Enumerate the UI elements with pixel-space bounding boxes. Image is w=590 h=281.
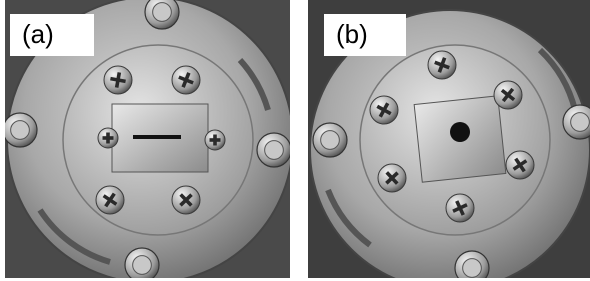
bolt-head: [11, 121, 30, 140]
bolt-head: [153, 3, 172, 22]
bolt-head: [321, 131, 340, 150]
figure: (a) (b): [0, 0, 590, 281]
slot: [213, 135, 217, 146]
bolt-head: [571, 113, 590, 132]
bolt-head: [265, 141, 284, 160]
slit: [133, 135, 181, 139]
bolt-head: [133, 256, 152, 275]
panel-label: (b): [336, 19, 368, 49]
panel-label: (a): [22, 19, 54, 49]
bolt-head: [463, 259, 482, 278]
aperture: [450, 122, 470, 142]
slot: [106, 133, 110, 144]
